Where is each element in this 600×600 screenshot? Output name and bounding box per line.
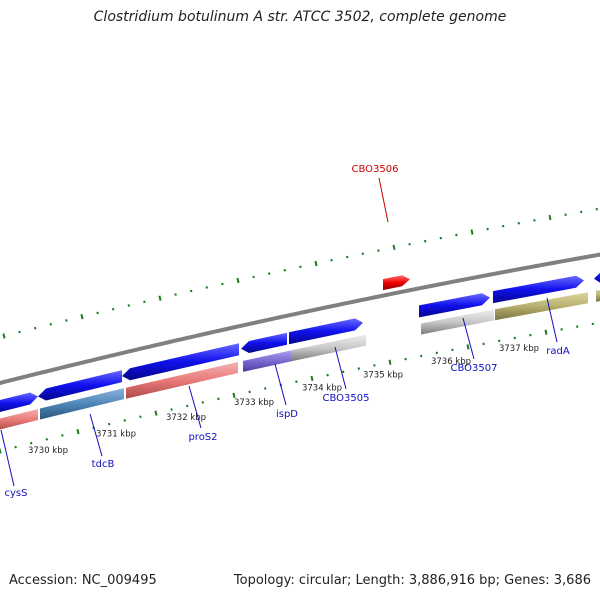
scale-label-kbp: 3736 kbp [431,357,471,367]
upper-tick-mark [314,260,318,267]
scale-label-kbp: 3737 kbp [499,344,539,354]
lower-tick-mark [544,329,548,335]
cds-arrow[interactable] [289,318,363,345]
gene-label-pros2[interactable]: proS2 [188,432,217,443]
upper-tick-mark [392,244,396,251]
scale-label-kbp: 3731 kbp [96,430,136,440]
upper-tick-mark [470,229,474,235]
upper-tick-mark [65,319,68,322]
leader-line [188,385,202,429]
cds-arrow[interactable] [38,370,122,401]
upper-tick-mark [548,214,552,221]
rada-bar[interactable] [495,292,588,321]
lower-tick-mark [466,344,470,350]
upper-tick-mark [158,295,162,301]
upper-tick-mark [96,311,99,315]
lower-tick-mark [45,437,49,441]
cbo3505-bar[interactable] [291,334,366,362]
leader-line [378,177,389,223]
cds-arrow[interactable] [493,275,584,304]
gene-label-cbo3506[interactable]: CBO3506 [352,164,399,175]
scale-label-kbp: 3733 kbp [234,398,274,408]
cds-arrow[interactable] [594,270,600,284]
upper-tick-mark [18,330,21,334]
gene-label-cbo3505[interactable]: CBO3505 [323,393,370,404]
lower-tick-mark [0,448,2,454]
cbo3506-arrow[interactable] [383,275,410,291]
scale-label-kbp: 3732 kbp [166,413,206,423]
gene-label-cyss[interactable]: cysS [5,488,28,499]
upper-tick-mark [33,326,37,330]
leader-line [89,413,103,457]
cbo3507-bar[interactable] [421,309,494,335]
genome-stats-text: Topology: circular; Length: 3,886,916 bp… [233,573,591,588]
lower-tick-mark [388,359,392,365]
gene-label-rada[interactable]: radA [546,346,570,357]
lower-tick-mark [154,410,158,416]
cds-arrow[interactable] [241,332,287,353]
scale-label-kbp: 3735 kbp [363,371,403,381]
lower-tick-mark [107,422,111,426]
scale-label-kbp: 3734 kbp [302,383,342,393]
genome-backbone [0,252,600,386]
leader-line [546,297,558,343]
lower-tick-mark [123,419,127,422]
cds-arrow[interactable] [122,343,239,381]
pros2-bar[interactable] [126,362,238,399]
accession-text: Accession: NC_009495 [9,573,157,588]
leader-line [274,363,287,406]
upper-tick-mark [49,323,53,326]
cds-arrow[interactable] [419,293,490,318]
scale-label-kbp: 3730 kbp [28,446,68,456]
lower-tick-mark [310,375,314,382]
upper-tick-mark [111,307,115,311]
lower-tick-mark [14,445,17,449]
map-title: Clostridium botulinum A str. ATCC 3502, … [93,9,507,25]
upper-tick-mark [127,304,131,307]
cyss-bar[interactable] [0,409,38,431]
leader-line [0,429,15,487]
leader-line [334,346,347,390]
upper-tick-mark [236,277,240,284]
ispd-bar[interactable] [243,350,291,372]
upper-tick-mark [2,333,6,339]
lower-tick-mark [76,428,80,435]
tdcb-bar[interactable] [40,388,124,420]
upper-tick-mark [143,300,146,304]
leader-line [462,317,475,360]
gene-bar[interactable] [596,288,600,302]
lower-tick-mark [29,441,33,445]
gene-label-cbo3507[interactable]: CBO3507 [451,363,498,374]
gene-label-ispd[interactable]: ispD [276,409,298,420]
gene-label-tdcb[interactable]: tdcB [92,459,115,470]
lower-tick-mark [232,392,236,399]
cds-arrow[interactable] [0,392,38,415]
lower-tick-mark [139,415,142,419]
upper-tick-mark [80,314,84,320]
lower-tick-mark [61,434,64,437]
